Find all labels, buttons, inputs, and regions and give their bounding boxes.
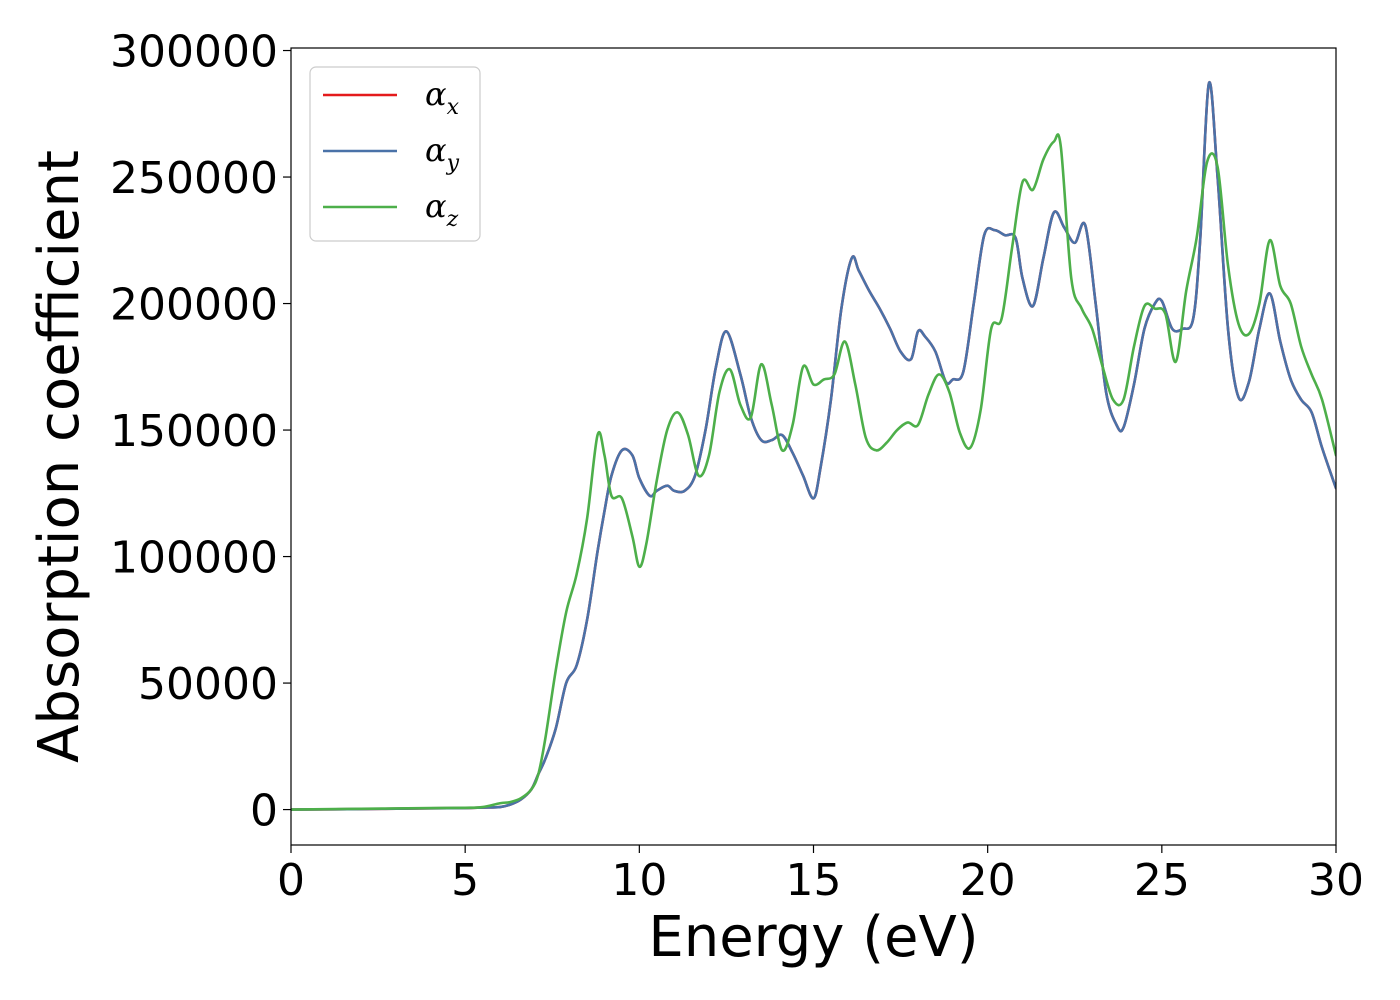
series-line-z: [291, 133, 1336, 811]
x-tick-label: 25: [1134, 855, 1190, 906]
legend-label-x: αx: [425, 75, 460, 120]
y-axis-ticks: 0 50000 100000 150000 200000 250000 300000: [110, 27, 291, 837]
y-axis-title: Absorption coefficient: [27, 150, 92, 763]
y-tick-label: 200000: [110, 280, 278, 331]
x-tick-label: 30: [1308, 855, 1364, 906]
y-tick-label: 0: [250, 786, 278, 837]
legend: αx αy αz: [309, 66, 481, 242]
series-layer: [291, 81, 1336, 811]
y-tick-label: 300000: [110, 27, 278, 78]
x-tick-label: 20: [960, 855, 1016, 906]
series-line-y: [291, 81, 1336, 811]
x-tick-label: 5: [451, 855, 479, 906]
x-axis-title: Energy (eV): [648, 905, 978, 970]
y-tick-label: 250000: [110, 153, 278, 204]
x-tick-label: 10: [611, 855, 667, 906]
legend-label-z: αz: [425, 187, 459, 232]
x-axis-ticks: 0 5 10 15 20 25 30: [277, 845, 1364, 906]
y-tick-label: 100000: [110, 533, 278, 584]
legend-label-y: αy: [425, 131, 460, 176]
y-tick-label: 150000: [110, 406, 278, 457]
y-tick-label: 50000: [138, 659, 278, 710]
x-tick-label: 15: [786, 855, 842, 906]
x-tick-label: 0: [277, 855, 305, 906]
legend-box: [309, 66, 481, 242]
